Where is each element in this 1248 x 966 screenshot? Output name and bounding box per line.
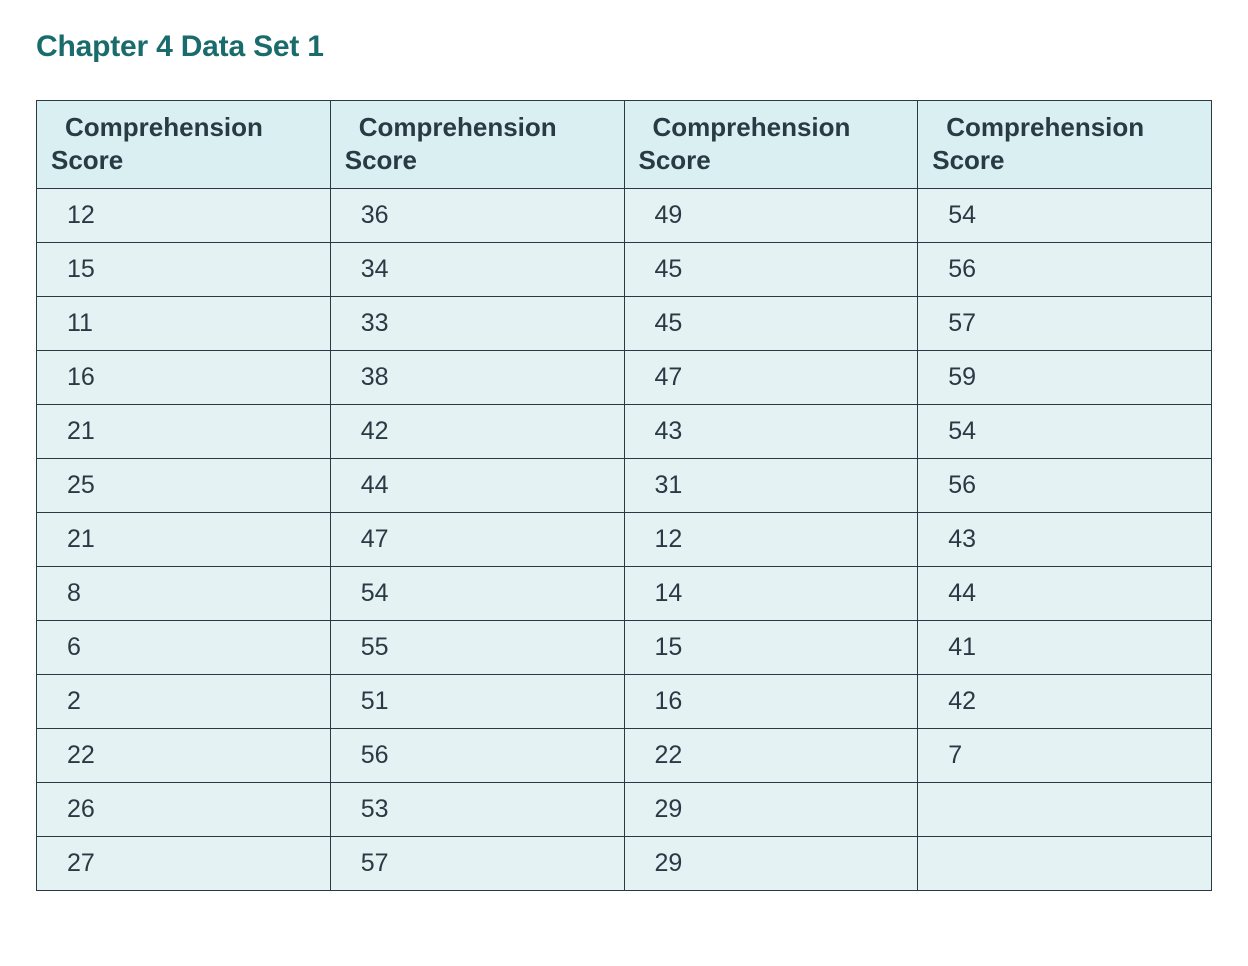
table-row: 12 36 49 54 [37, 189, 1212, 243]
header-line2: Score [639, 144, 904, 177]
table-cell: 14 [624, 567, 918, 621]
table-cell: 31 [624, 459, 918, 513]
table-cell: 12 [37, 189, 331, 243]
table-header-cell: Comprehension Score [918, 101, 1212, 189]
table-cell: 8 [37, 567, 331, 621]
table-row: 6 55 15 41 [37, 621, 1212, 675]
header-line1: Comprehension [932, 111, 1197, 144]
header-line2: Score [932, 144, 1197, 177]
table-cell: 44 [330, 459, 624, 513]
table-cell: 6 [37, 621, 331, 675]
table-cell: 54 [918, 189, 1212, 243]
table-cell: 56 [918, 243, 1212, 297]
table-cell: 54 [330, 567, 624, 621]
table-cell: 22 [37, 729, 331, 783]
table-row: 26 53 29 [37, 783, 1212, 837]
table-row: 8 54 14 44 [37, 567, 1212, 621]
header-line2: Score [51, 144, 316, 177]
table-cell: 53 [330, 783, 624, 837]
table-cell: 15 [37, 243, 331, 297]
table-cell: 51 [330, 675, 624, 729]
table-cell: 49 [624, 189, 918, 243]
table-row: 2 51 16 42 [37, 675, 1212, 729]
table-cell: 43 [624, 405, 918, 459]
table-cell: 22 [624, 729, 918, 783]
table-cell [918, 783, 1212, 837]
header-line1: Comprehension [639, 111, 904, 144]
table-cell: 26 [37, 783, 331, 837]
table-header-cell: Comprehension Score [37, 101, 331, 189]
table-cell: 41 [918, 621, 1212, 675]
table-cell: 56 [330, 729, 624, 783]
table-cell: 43 [918, 513, 1212, 567]
table-row: 22 56 22 7 [37, 729, 1212, 783]
table-cell: 16 [37, 351, 331, 405]
table-row: 27 57 29 [37, 837, 1212, 891]
table-row: 15 34 45 56 [37, 243, 1212, 297]
table-cell: 38 [330, 351, 624, 405]
table-row: 21 42 43 54 [37, 405, 1212, 459]
table-body: 12 36 49 54 15 34 45 56 11 33 45 57 16 3… [37, 189, 1212, 891]
table-cell: 45 [624, 243, 918, 297]
header-line1: Comprehension [345, 111, 610, 144]
table-cell: 12 [624, 513, 918, 567]
table-cell: 55 [330, 621, 624, 675]
table-cell: 54 [918, 405, 1212, 459]
table-cell: 21 [37, 513, 331, 567]
table-cell: 21 [37, 405, 331, 459]
table-cell [918, 837, 1212, 891]
table-cell: 7 [918, 729, 1212, 783]
table-row: 11 33 45 57 [37, 297, 1212, 351]
table-cell: 34 [330, 243, 624, 297]
table-cell: 47 [330, 513, 624, 567]
header-line2: Score [345, 144, 610, 177]
table-row: 21 47 12 43 [37, 513, 1212, 567]
table-cell: 56 [918, 459, 1212, 513]
table-cell: 36 [330, 189, 624, 243]
table-cell: 57 [330, 837, 624, 891]
table-cell: 42 [330, 405, 624, 459]
table-cell: 44 [918, 567, 1212, 621]
table-cell: 29 [624, 837, 918, 891]
table-cell: 2 [37, 675, 331, 729]
page-title: Chapter 4 Data Set 1 [36, 30, 1212, 64]
table-cell: 42 [918, 675, 1212, 729]
table-header-row: Comprehension Score Comprehension Score … [37, 101, 1212, 189]
table-cell: 15 [624, 621, 918, 675]
table-row: 25 44 31 56 [37, 459, 1212, 513]
table-cell: 57 [918, 297, 1212, 351]
table-cell: 33 [330, 297, 624, 351]
table-row: 16 38 47 59 [37, 351, 1212, 405]
table-cell: 16 [624, 675, 918, 729]
table-cell: 59 [918, 351, 1212, 405]
table-header-cell: Comprehension Score [624, 101, 918, 189]
table-cell: 25 [37, 459, 331, 513]
data-table: Comprehension Score Comprehension Score … [36, 100, 1212, 891]
header-line1: Comprehension [51, 111, 316, 144]
table-header-cell: Comprehension Score [330, 101, 624, 189]
table-cell: 29 [624, 783, 918, 837]
table-cell: 27 [37, 837, 331, 891]
table-cell: 47 [624, 351, 918, 405]
table-cell: 11 [37, 297, 331, 351]
table-cell: 45 [624, 297, 918, 351]
